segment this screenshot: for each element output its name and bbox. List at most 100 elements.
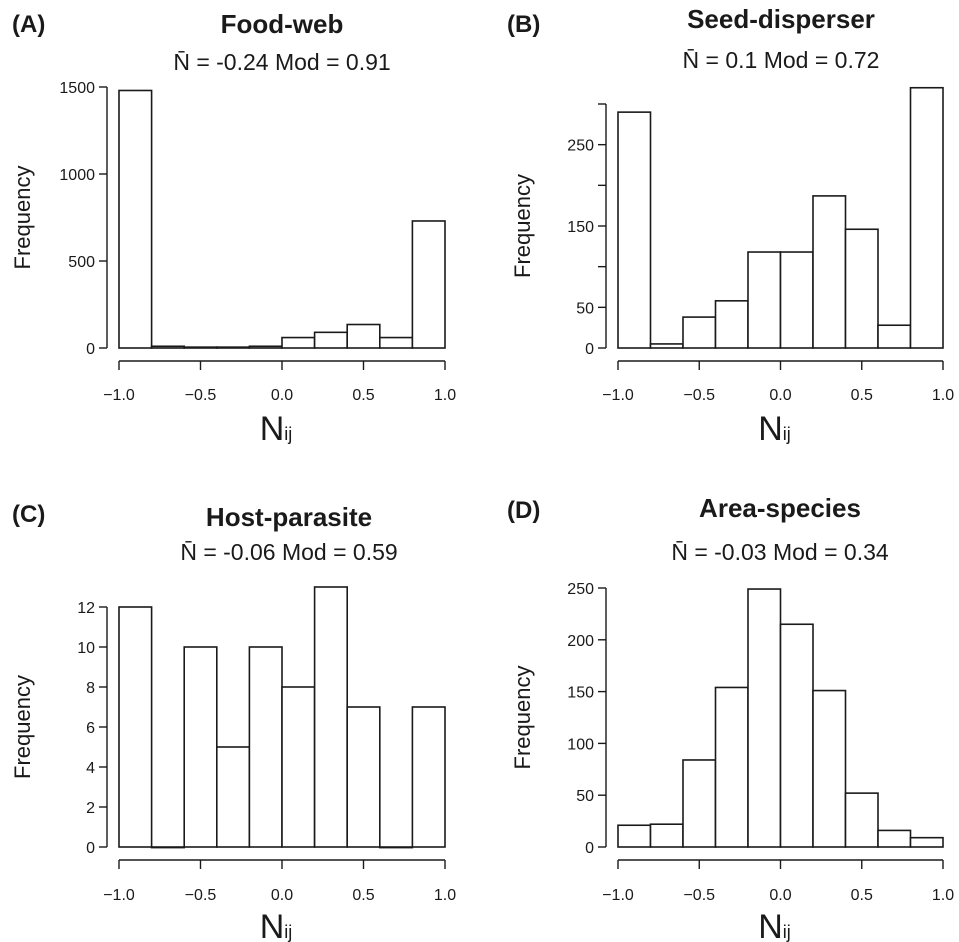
y-tick-label: 250 <box>567 138 594 155</box>
histogram-bar <box>118 89 153 349</box>
histogram-bar <box>617 824 652 848</box>
histogram-bar <box>844 228 879 349</box>
histogram-bar <box>649 343 684 349</box>
panel-label: (C) <box>12 501 45 528</box>
chart-title: Seed-disperser <box>687 4 875 34</box>
y-tick-label: 150 <box>567 219 594 236</box>
histogram-bar <box>346 706 381 848</box>
x-tick-label: −1.0 <box>602 387 634 404</box>
x-tick-label: −0.5 <box>683 387 715 404</box>
histogram-bar <box>183 646 218 848</box>
histogram-bar <box>313 331 349 349</box>
chart-subtitle: N̄ = 0.1 Mod = 0.72 <box>683 47 880 73</box>
histogram-bar <box>216 746 251 848</box>
chart-title: Food-web <box>221 9 344 39</box>
y-tick-label: 50 <box>576 300 594 317</box>
y-tick-label: 8 <box>86 680 95 697</box>
histogram-bar <box>281 686 316 848</box>
y-tick-label: 200 <box>567 633 594 650</box>
x-axis-label-subscript: ij <box>783 424 791 444</box>
x-axis-label-subscript: ij <box>284 424 292 444</box>
y-tick-label: 1500 <box>59 80 95 97</box>
y-axis: 0 2 4 6 8 10 12 <box>77 600 108 857</box>
chart-subtitle: N̄ = -0.24 Mod = 0.91 <box>173 49 390 75</box>
histogram-bar <box>714 300 749 349</box>
y-tick-label: 250 <box>567 581 594 598</box>
x-tick-label: 0.0 <box>271 887 293 904</box>
y-tick-label: 1000 <box>59 167 95 184</box>
x-tick-label: −0.5 <box>683 887 715 904</box>
x-tick-label: 0.5 <box>352 887 374 904</box>
histogram-bar <box>183 346 218 349</box>
bars <box>118 89 446 349</box>
histogram-bar <box>779 251 814 349</box>
histogram-bar <box>844 792 879 848</box>
x-tick-label: −1.0 <box>602 887 634 904</box>
y-tick-label: 0 <box>86 840 95 857</box>
y-axis: 0 50 150 250 <box>567 103 607 358</box>
x-tick-label: 1.0 <box>932 887 954 904</box>
histogram-bar <box>248 345 283 349</box>
histogram-panel-a: (A) Food-web N̄ = -0.24 Mod = 0.91 0 500 1000… <box>10 9 456 448</box>
chart-title: Area-species <box>699 493 861 523</box>
x-tick-label: −0.5 <box>185 887 217 904</box>
histogram-bar <box>411 706 446 848</box>
y-tick-label: 100 <box>567 736 594 753</box>
y-tick-label: 0 <box>585 840 594 857</box>
histogram-bar <box>150 846 186 849</box>
x-tick-label: −0.5 <box>185 387 217 404</box>
histogram-bar <box>281 336 316 349</box>
histogram-bar <box>346 323 381 349</box>
chart-title: Host-parasite <box>206 502 372 532</box>
x-axis-label-main: N <box>260 410 285 448</box>
y-axis-label: Frequency <box>10 166 35 270</box>
x-tick-label: 0.0 <box>271 387 293 404</box>
x-axis: −1.0 −0.5 0.0 0.5 1.0 <box>602 859 954 904</box>
histogram-bar <box>150 345 186 349</box>
histogram-bar <box>118 606 153 848</box>
histogram-bar <box>682 316 717 349</box>
histogram-bar <box>378 336 414 349</box>
y-tick-label: 50 <box>576 788 594 805</box>
histogram-bar <box>909 86 944 349</box>
histogram-bar <box>747 251 782 349</box>
histogram-bar <box>779 623 814 848</box>
histogram-bar <box>747 588 782 848</box>
y-tick-label: 6 <box>86 720 95 737</box>
x-tick-label: 0.0 <box>769 387 791 404</box>
bars <box>617 588 944 848</box>
x-axis-label-main: N <box>758 908 783 942</box>
histogram-panel-c: (C) Host-parasite N̄ = -0.06 Mod = 0.59 0 2 4… <box>10 501 456 942</box>
bars <box>617 86 944 349</box>
panel-label: (D) <box>507 497 540 524</box>
x-axis-label-subscript: ij <box>783 922 791 942</box>
x-tick-label: 1.0 <box>434 387 456 404</box>
chart-subtitle: N̄ = -0.06 Mod = 0.59 <box>180 539 397 565</box>
histogram-bar <box>248 646 283 848</box>
bars <box>118 586 446 849</box>
y-tick-label: 4 <box>86 760 95 777</box>
histogram-bar <box>649 823 684 848</box>
x-axis: −1.0 −0.5 0.0 0.5 1.0 <box>103 859 456 904</box>
x-axis-label-main: N <box>260 908 285 942</box>
x-axis-label: Nij <box>260 908 293 942</box>
histogram-bar <box>877 324 912 349</box>
histogram-bar <box>909 836 944 848</box>
histogram-bar <box>411 220 446 349</box>
x-tick-label: 0.0 <box>769 887 791 904</box>
y-tick-label: 0 <box>585 341 594 358</box>
y-axis: 0 500 1000 1500 <box>59 80 108 358</box>
x-axis-label: Nij <box>260 410 293 448</box>
histogram-bar <box>812 689 847 848</box>
y-tick-label: 150 <box>567 685 594 702</box>
x-axis-label: Nij <box>758 908 791 942</box>
panel-label: (B) <box>507 11 540 38</box>
y-tick-label: 10 <box>77 640 95 657</box>
x-axis-label: Nij <box>758 410 791 448</box>
histogram-bar <box>313 586 349 848</box>
y-axis-label: Frequency <box>510 174 535 278</box>
x-axis: −1.0 −0.5 0.0 0.5 1.0 <box>602 360 954 404</box>
x-tick-label: 0.5 <box>851 387 873 404</box>
histogram-bar <box>877 829 912 848</box>
